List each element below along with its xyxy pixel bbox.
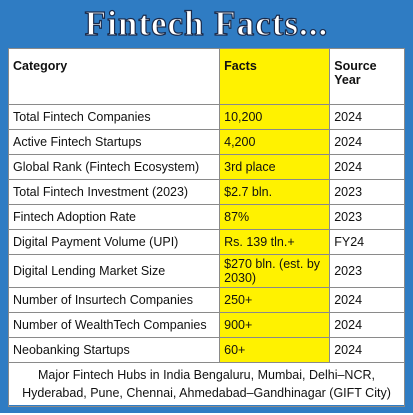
table-cell: Fintech Adoption Rate xyxy=(7,204,221,230)
table-cell: Neobanking Startups xyxy=(7,337,221,363)
table-cell: $270 bln. (est. by 2030) xyxy=(219,254,331,288)
table-cell: Global Rank (Fintech Ecosystem) xyxy=(7,154,221,180)
table-row: Number of Insurtech Companies 250+ 2024 xyxy=(7,287,405,313)
column-header: Source Year xyxy=(329,48,405,105)
table-cell: 2024 xyxy=(329,337,405,363)
column-header: Facts xyxy=(219,48,331,105)
table-cell: 900+ xyxy=(219,312,331,338)
header-row: Category Facts Source Year xyxy=(7,48,405,105)
table-cell: 2024 xyxy=(329,129,405,155)
table-cell: Rs. 139 tln.+ xyxy=(219,229,331,255)
table-cell: Total Fintech Investment (2023) xyxy=(7,179,221,205)
table-cell: 2023 xyxy=(329,254,405,288)
table-row: Active Fintech Startups 4,200 2024 xyxy=(7,129,405,155)
table-cell: FY24 xyxy=(329,229,405,255)
table-cell: 2024 xyxy=(329,287,405,313)
table-row: Global Rank (Fintech Ecosystem) 3rd place… xyxy=(7,154,405,180)
table-cell: 87% xyxy=(219,204,331,230)
table-row: Digital Payment Volume (UPI) Rs. 139 tln.… xyxy=(7,229,405,255)
table-cell: 250+ xyxy=(219,287,331,313)
table-cell: 60+ xyxy=(219,337,331,363)
table-row: Neobanking Startups 60+ 2024 xyxy=(7,337,405,363)
table-cell: 3rd place xyxy=(219,154,331,180)
table-row: Total Fintech Investment (2023) $2.7 bln.… xyxy=(7,179,405,205)
table-cell: $2.7 bln. xyxy=(219,179,331,205)
table-body: Total Fintech Companies 10,200 2024 Active … xyxy=(7,104,405,363)
table-cell: 2024 xyxy=(329,154,405,180)
table-cell: 10,200 xyxy=(219,104,331,130)
column-header: Category xyxy=(7,48,221,105)
table-cell: Number of WealthTech Companies xyxy=(7,312,221,338)
title: Fintech Facts... xyxy=(84,3,329,43)
footer-note: Major Fintech Hubs in India Bengaluru, M… xyxy=(8,363,405,407)
panel: Category Facts Source Year Total Fintech C… xyxy=(7,48,405,407)
table-cell: Number of Insurtech Companies xyxy=(7,287,221,313)
table-cell: Total Fintech Companies xyxy=(7,104,221,130)
table-cell: 4,200 xyxy=(219,129,331,155)
table-cell: Active Fintech Startups xyxy=(7,129,221,155)
facts-table: Category Facts Source Year Total Fintech C… xyxy=(7,48,405,363)
table-row: Total Fintech Companies 10,200 2024 xyxy=(7,104,405,130)
table-row: Number of WealthTech Companies 900+ 2024 xyxy=(7,312,405,338)
table-row: Digital Lending Market Size $270 bln. (es… xyxy=(7,254,405,288)
table-cell: 2023 xyxy=(329,179,405,205)
table-cell: Digital Payment Volume (UPI) xyxy=(7,229,221,255)
table-cell: Digital Lending Market Size xyxy=(7,254,221,288)
table-cell: 2023 xyxy=(329,204,405,230)
table-row: Fintech Adoption Rate 87% 2023 xyxy=(7,204,405,230)
table-cell: 2024 xyxy=(329,104,405,130)
table-cell: 2024 xyxy=(329,312,405,338)
